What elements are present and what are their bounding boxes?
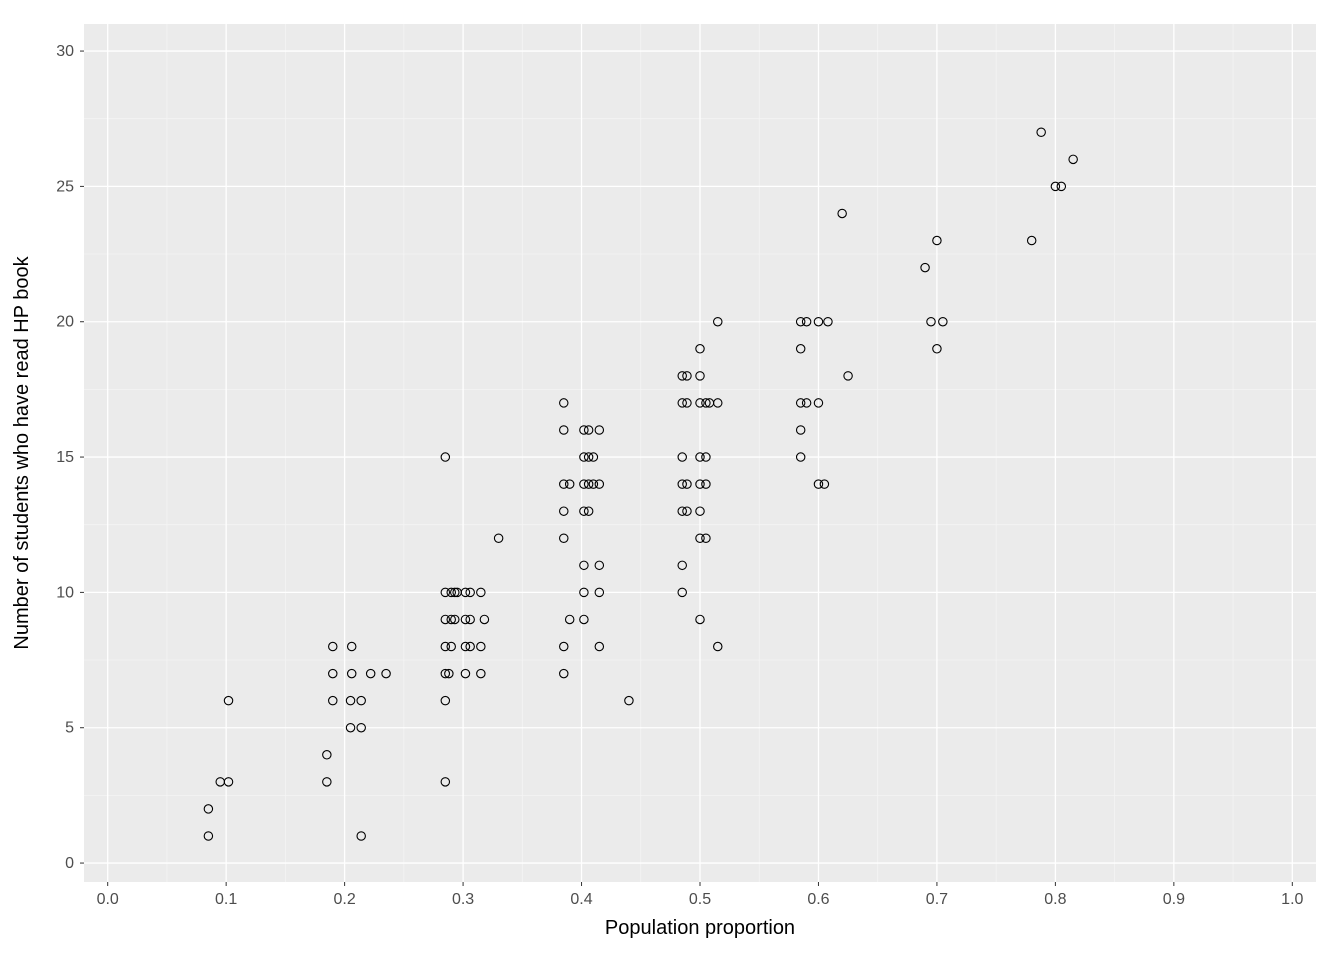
chart-svg: 0.0 0.1 0.2 0.3 0.4 0.5 0.6 0.7 0.8 0.9 1.0 0 5 10 15 2… — [0, 0, 1344, 960]
x-tick-label: 0.7 — [926, 891, 948, 908]
scatter-chart: 0.0 0.1 0.2 0.3 0.4 0.5 0.6 0.7 0.8 0.9 1.0 0 5 10 15 2… — [0, 0, 1344, 960]
y-tick-label: 20 — [56, 314, 74, 331]
y-tick-label: 25 — [56, 178, 74, 195]
x-tick-label: 0.2 — [333, 891, 355, 908]
x-tick-label: 0.6 — [807, 891, 829, 908]
x-axis-title: Population proportion — [605, 917, 795, 939]
x-tick-label: 1.0 — [1281, 891, 1303, 908]
x-tick-label: 0.5 — [689, 891, 711, 908]
x-tick-label: 0.4 — [570, 891, 592, 908]
x-tick-label: 0.0 — [97, 891, 119, 908]
y-tick-label: 30 — [56, 43, 74, 60]
y-tick-label: 10 — [56, 584, 74, 601]
y-tick-label: 5 — [65, 720, 74, 737]
x-tick-label: 0.9 — [1163, 891, 1185, 908]
x-tick-label: 0.3 — [452, 891, 474, 908]
x-tick-label: 0.1 — [215, 891, 237, 908]
y-axis-title: Number of students who have read HP book — [11, 255, 33, 649]
y-tick-label: 0 — [65, 855, 74, 872]
y-tick-label: 15 — [56, 449, 74, 466]
x-tick-label: 0.8 — [1044, 891, 1066, 908]
